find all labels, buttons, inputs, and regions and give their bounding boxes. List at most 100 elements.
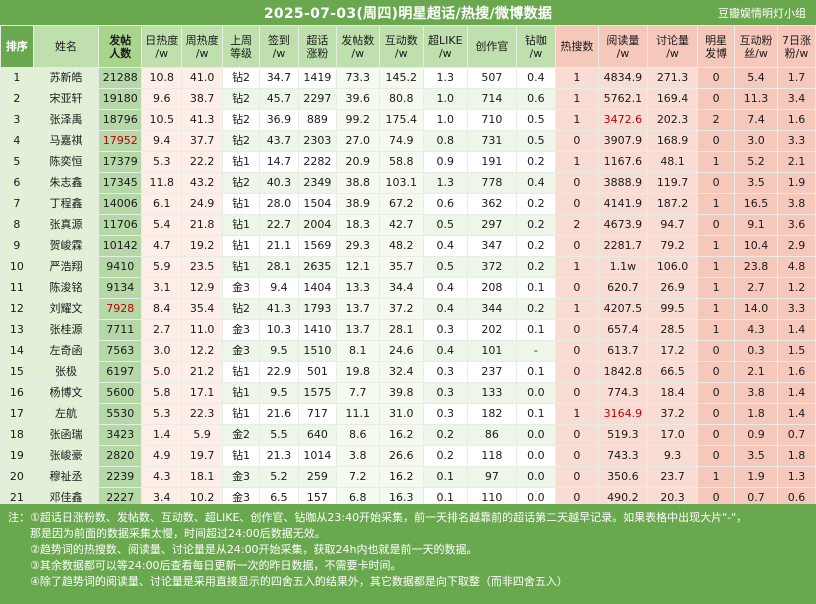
checkin-cell: 45.7 [258,88,299,110]
star-posts-cell: 2 [697,109,735,131]
interactive-fans-cell: 3.8 [733,382,778,404]
column-header: 发帖数/w [335,25,380,68]
interactions-cell: 67.2 [378,193,424,215]
rank-cell: 20 [0,466,34,488]
interactive-fans-cell: 10.4 [733,235,778,257]
posts-cell: 38.9 [335,193,380,215]
creator-cell: 372 [466,256,517,278]
super-like-cell: 0.2 [422,445,468,467]
hot-search-cell: 0 [554,424,599,446]
posters-cell: 9410 [98,256,143,278]
hot-search-cell: 1 [554,151,599,173]
fan-growth-cell: 640 [297,424,337,446]
weekly-fans-cell: 1.4 [776,382,816,404]
creator-cell: 202 [466,319,517,341]
super-like-cell: 0.1 [422,487,468,509]
checkin-cell: 5.2 [258,466,299,488]
interactions-cell: 39.8 [378,382,424,404]
diamond-cell: 0.1 [515,361,556,383]
name-cell: 张函瑞 [32,424,100,446]
interactive-fans-cell: 5.4 [733,67,778,89]
discussions-cell: 99.5 [646,298,699,320]
interactive-fans-cell: 5.2 [733,151,778,173]
posts-cell: 13.7 [335,319,380,341]
fan-growth-cell: 1419 [297,67,337,89]
checkin-cell: 9.5 [258,340,299,362]
discussions-cell: 17.2 [646,340,699,362]
weekly-fans-cell: 1.4 [776,319,816,341]
column-header: 周热度/w [181,25,224,68]
discussions-cell: 79.2 [646,235,699,257]
level-cell: 钻1 [222,361,260,383]
name-cell: 刘耀文 [32,298,100,320]
daily-heat-cell: 3.1 [141,277,183,299]
rank-cell: 5 [0,151,34,173]
creator-cell: 710 [466,109,517,131]
name-cell: 张桂源 [32,319,100,341]
name-cell: 穆祉丞 [32,466,100,488]
diamond-cell: 0.0 [515,445,556,467]
column-header: 讨论量/w [646,25,699,68]
column-header: 7日涨 粉/w [776,25,816,68]
fan-growth-cell: 1510 [297,340,337,362]
weekly-fans-cell: 4.8 [776,256,816,278]
daily-heat-cell: 5.3 [141,403,183,425]
diamond-cell: 0.2 [515,151,556,173]
column-header: 互动粉 丝/w [733,25,778,68]
weekly-heat-cell: 19.2 [181,235,224,257]
column-header: 明星 发博 [697,25,735,68]
name-cell: 宋亚轩 [32,88,100,110]
rank-cell: 10 [0,256,34,278]
posts-cell: 29.3 [335,235,380,257]
reads-cell: 3164.9 [597,403,648,425]
weekly-heat-cell: 22.3 [181,403,224,425]
posters-cell: 6197 [98,361,143,383]
rank-cell: 7 [0,193,34,215]
interactive-fans-cell: 2.7 [733,277,778,299]
weekly-fans-cell: 1.5 [776,340,816,362]
discussions-cell: 106.0 [646,256,699,278]
checkin-cell: 43.7 [258,130,299,152]
daily-heat-cell: 10.8 [141,67,183,89]
column-header: 互动数/w [378,25,424,68]
weekly-fans-cell: 1.3 [776,466,816,488]
name-cell: 马嘉祺 [32,130,100,152]
posters-cell: 19180 [98,88,143,110]
level-cell: 钻2 [222,67,260,89]
posts-cell: 6.8 [335,487,380,509]
rank-cell: 1 [0,67,34,89]
note-line: ③其余数据都可以等24:00后查看每日更新一次的昨日数据，不需要卡时间。 [30,559,402,572]
hot-search-cell: 0 [554,277,599,299]
super-like-cell: 0.4 [422,277,468,299]
level-cell: 钻1 [222,214,260,236]
diamond-cell: 0.2 [515,235,556,257]
posters-cell: 17952 [98,130,143,152]
interactions-cell: 16.2 [378,424,424,446]
checkin-cell: 21.3 [258,445,299,467]
column-header: 姓名 [32,25,100,68]
interactive-fans-cell: 3.5 [733,445,778,467]
hot-search-cell: 0 [554,172,599,194]
checkin-cell: 36.9 [258,109,299,131]
diamond-cell: 0.0 [515,382,556,404]
weekly-heat-cell: 5.9 [181,424,224,446]
discussions-cell: 94.7 [646,214,699,236]
reads-cell: 613.7 [597,340,648,362]
level-cell: 钻1 [222,382,260,404]
weekly-heat-cell: 41.3 [181,109,224,131]
super-like-cell: 0.2 [422,424,468,446]
creator-cell: 182 [466,403,517,425]
rank-cell: 21 [0,487,34,509]
hot-search-cell: 0 [554,466,599,488]
reads-cell: 519.3 [597,424,648,446]
interactive-fans-cell: 23.8 [733,256,778,278]
creator-cell: 344 [466,298,517,320]
fan-growth-cell: 2004 [297,214,337,236]
creator-cell: 133 [466,382,517,404]
daily-heat-cell: 9.4 [141,130,183,152]
star-posts-cell: 0 [697,88,735,110]
diamond-cell: 0.1 [515,277,556,299]
fan-growth-cell: 2303 [297,130,337,152]
level-cell: 钻1 [222,256,260,278]
diamond-cell: 0.4 [515,67,556,89]
